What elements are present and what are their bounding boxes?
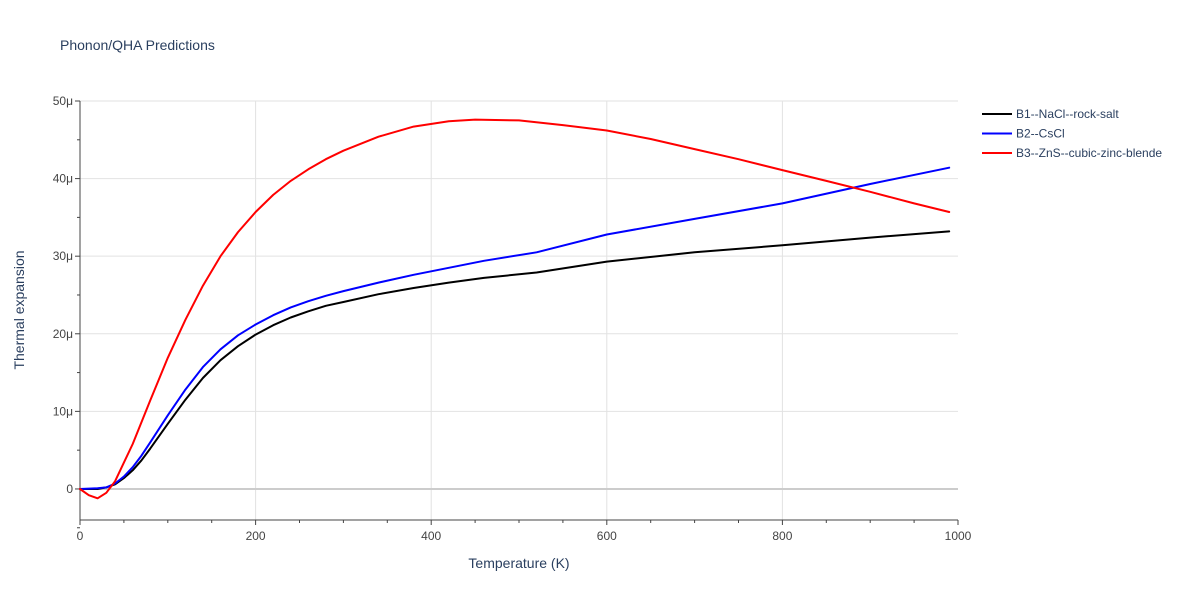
x-tick-label: 600: [597, 529, 617, 543]
series-line-3: [79, 118, 951, 500]
y-tick-label: 40μ: [53, 172, 73, 186]
y-tick-label: 0: [66, 482, 73, 496]
y-tick-label: 20μ: [53, 327, 73, 341]
x-tick-label: 800: [772, 529, 792, 543]
legend-label-3: B3--ZnS--cubic-zinc-blende: [1016, 146, 1162, 160]
legend-label-1: B1--NaCl--rock-salt: [1016, 107, 1119, 121]
x-tick-label: 0: [77, 529, 84, 543]
y-axis-title: Thermal expansion: [11, 250, 27, 369]
y-tick-label: 10μ: [53, 404, 73, 418]
legend-label-2: B2--CsCl: [1016, 127, 1065, 141]
x-tick-label: 200: [246, 529, 266, 543]
series-layer: [79, 118, 951, 500]
series-line-2: [79, 166, 951, 490]
grid-layer: [80, 100, 958, 520]
chart-title: Phonon/QHA Predictions: [60, 37, 215, 53]
x-tick-label: 400: [421, 529, 441, 543]
x-tick-label: 1000: [945, 529, 972, 543]
axes-layer: 0 200 400 600 800 1000 0 10μ 20μ 30μ 40μ 50μ: [53, 94, 972, 543]
series-line-1: [79, 230, 951, 490]
y-tick-label: 30μ: [53, 249, 73, 263]
x-axis-title: Temperature (K): [468, 555, 569, 571]
legend: B1--NaCl--rock-salt B2--CsCl B3--ZnS--cubi…: [982, 107, 1162, 160]
y-tick-label: 50μ: [53, 94, 73, 108]
